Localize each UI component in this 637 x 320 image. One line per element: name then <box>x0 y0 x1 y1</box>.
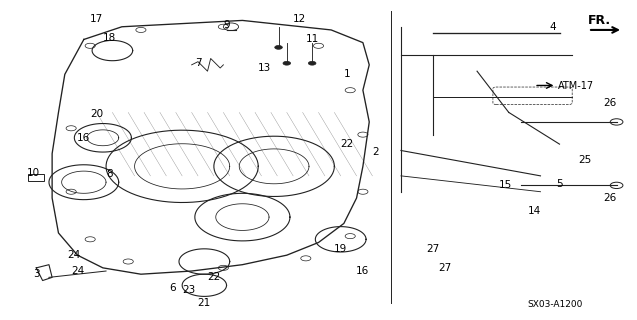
Text: 17: 17 <box>90 14 103 24</box>
Text: 25: 25 <box>578 155 592 165</box>
Bar <box>28 174 44 180</box>
Text: 27: 27 <box>439 263 452 273</box>
Text: 4: 4 <box>550 22 557 32</box>
Text: 27: 27 <box>426 244 440 254</box>
Text: 5: 5 <box>556 179 563 189</box>
Text: 9: 9 <box>223 20 230 30</box>
Text: 12: 12 <box>293 14 306 24</box>
Text: 15: 15 <box>499 180 512 190</box>
Text: 24: 24 <box>68 250 81 260</box>
Text: 22: 22 <box>340 139 354 149</box>
Text: 3: 3 <box>33 269 39 279</box>
Circle shape <box>308 61 316 65</box>
Text: 1: 1 <box>344 69 350 79</box>
Text: 22: 22 <box>207 272 220 282</box>
Text: 10: 10 <box>27 168 39 178</box>
Text: 16: 16 <box>77 133 90 143</box>
Text: 11: 11 <box>306 35 318 44</box>
Text: 13: 13 <box>258 63 271 73</box>
Text: 23: 23 <box>182 285 195 295</box>
Text: 7: 7 <box>195 58 201 68</box>
Circle shape <box>283 61 290 65</box>
Text: 16: 16 <box>356 266 369 276</box>
Text: 18: 18 <box>103 33 116 43</box>
Text: SX03-A1200: SX03-A1200 <box>528 300 583 309</box>
Text: 26: 26 <box>604 98 617 108</box>
Circle shape <box>275 45 282 49</box>
Text: 14: 14 <box>527 206 541 216</box>
Text: FR.: FR. <box>588 13 611 27</box>
Text: 6: 6 <box>169 284 176 293</box>
Text: 19: 19 <box>334 244 347 254</box>
Text: ATM-17: ATM-17 <box>558 81 594 91</box>
Text: 20: 20 <box>90 109 103 119</box>
Text: 26: 26 <box>604 193 617 203</box>
Text: 8: 8 <box>106 169 113 179</box>
Text: 21: 21 <box>197 298 211 308</box>
Text: 24: 24 <box>71 266 84 276</box>
Text: 2: 2 <box>372 147 379 157</box>
